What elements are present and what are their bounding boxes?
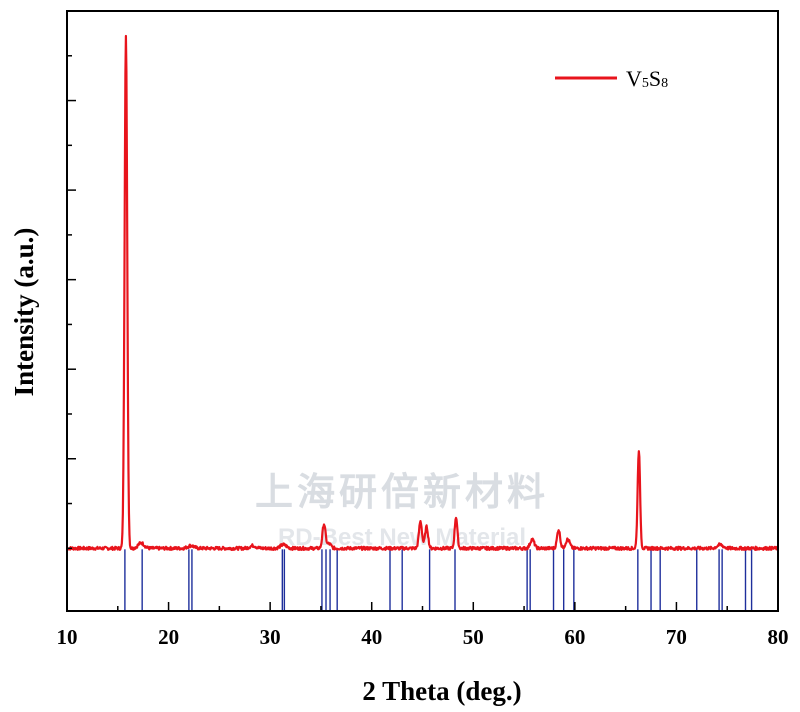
plot-frame	[66, 10, 779, 612]
x-tick-label: 10	[57, 625, 78, 649]
x-tick-label: 20	[158, 625, 179, 649]
y-axis-title: Intensity (a.u.)	[9, 228, 39, 397]
watermark: 上海研倍新材料 RD-Best New Material	[255, 470, 549, 551]
reference-sticks	[124, 549, 753, 611]
watermark-chinese: 上海研倍新材料	[255, 470, 549, 514]
x-tick-label: 50	[463, 625, 484, 649]
x-axis-ticks: 10 20 30 40 50 60 70 80	[57, 602, 789, 649]
x-tick-label: 60	[564, 625, 585, 649]
x-tick-label: 30	[260, 625, 281, 649]
x-tick-label: 70	[666, 625, 687, 649]
x-tick-label: 80	[768, 625, 789, 649]
series-line-v5s8	[66, 34, 780, 551]
x-tick-label: 40	[361, 625, 382, 649]
x-axis-title: 2 Theta (deg.)	[362, 676, 521, 706]
legend-label-v5s8: V5S8	[626, 66, 668, 91]
y-axis-ticks	[67, 10, 76, 550]
legend: V5S8	[555, 66, 668, 91]
